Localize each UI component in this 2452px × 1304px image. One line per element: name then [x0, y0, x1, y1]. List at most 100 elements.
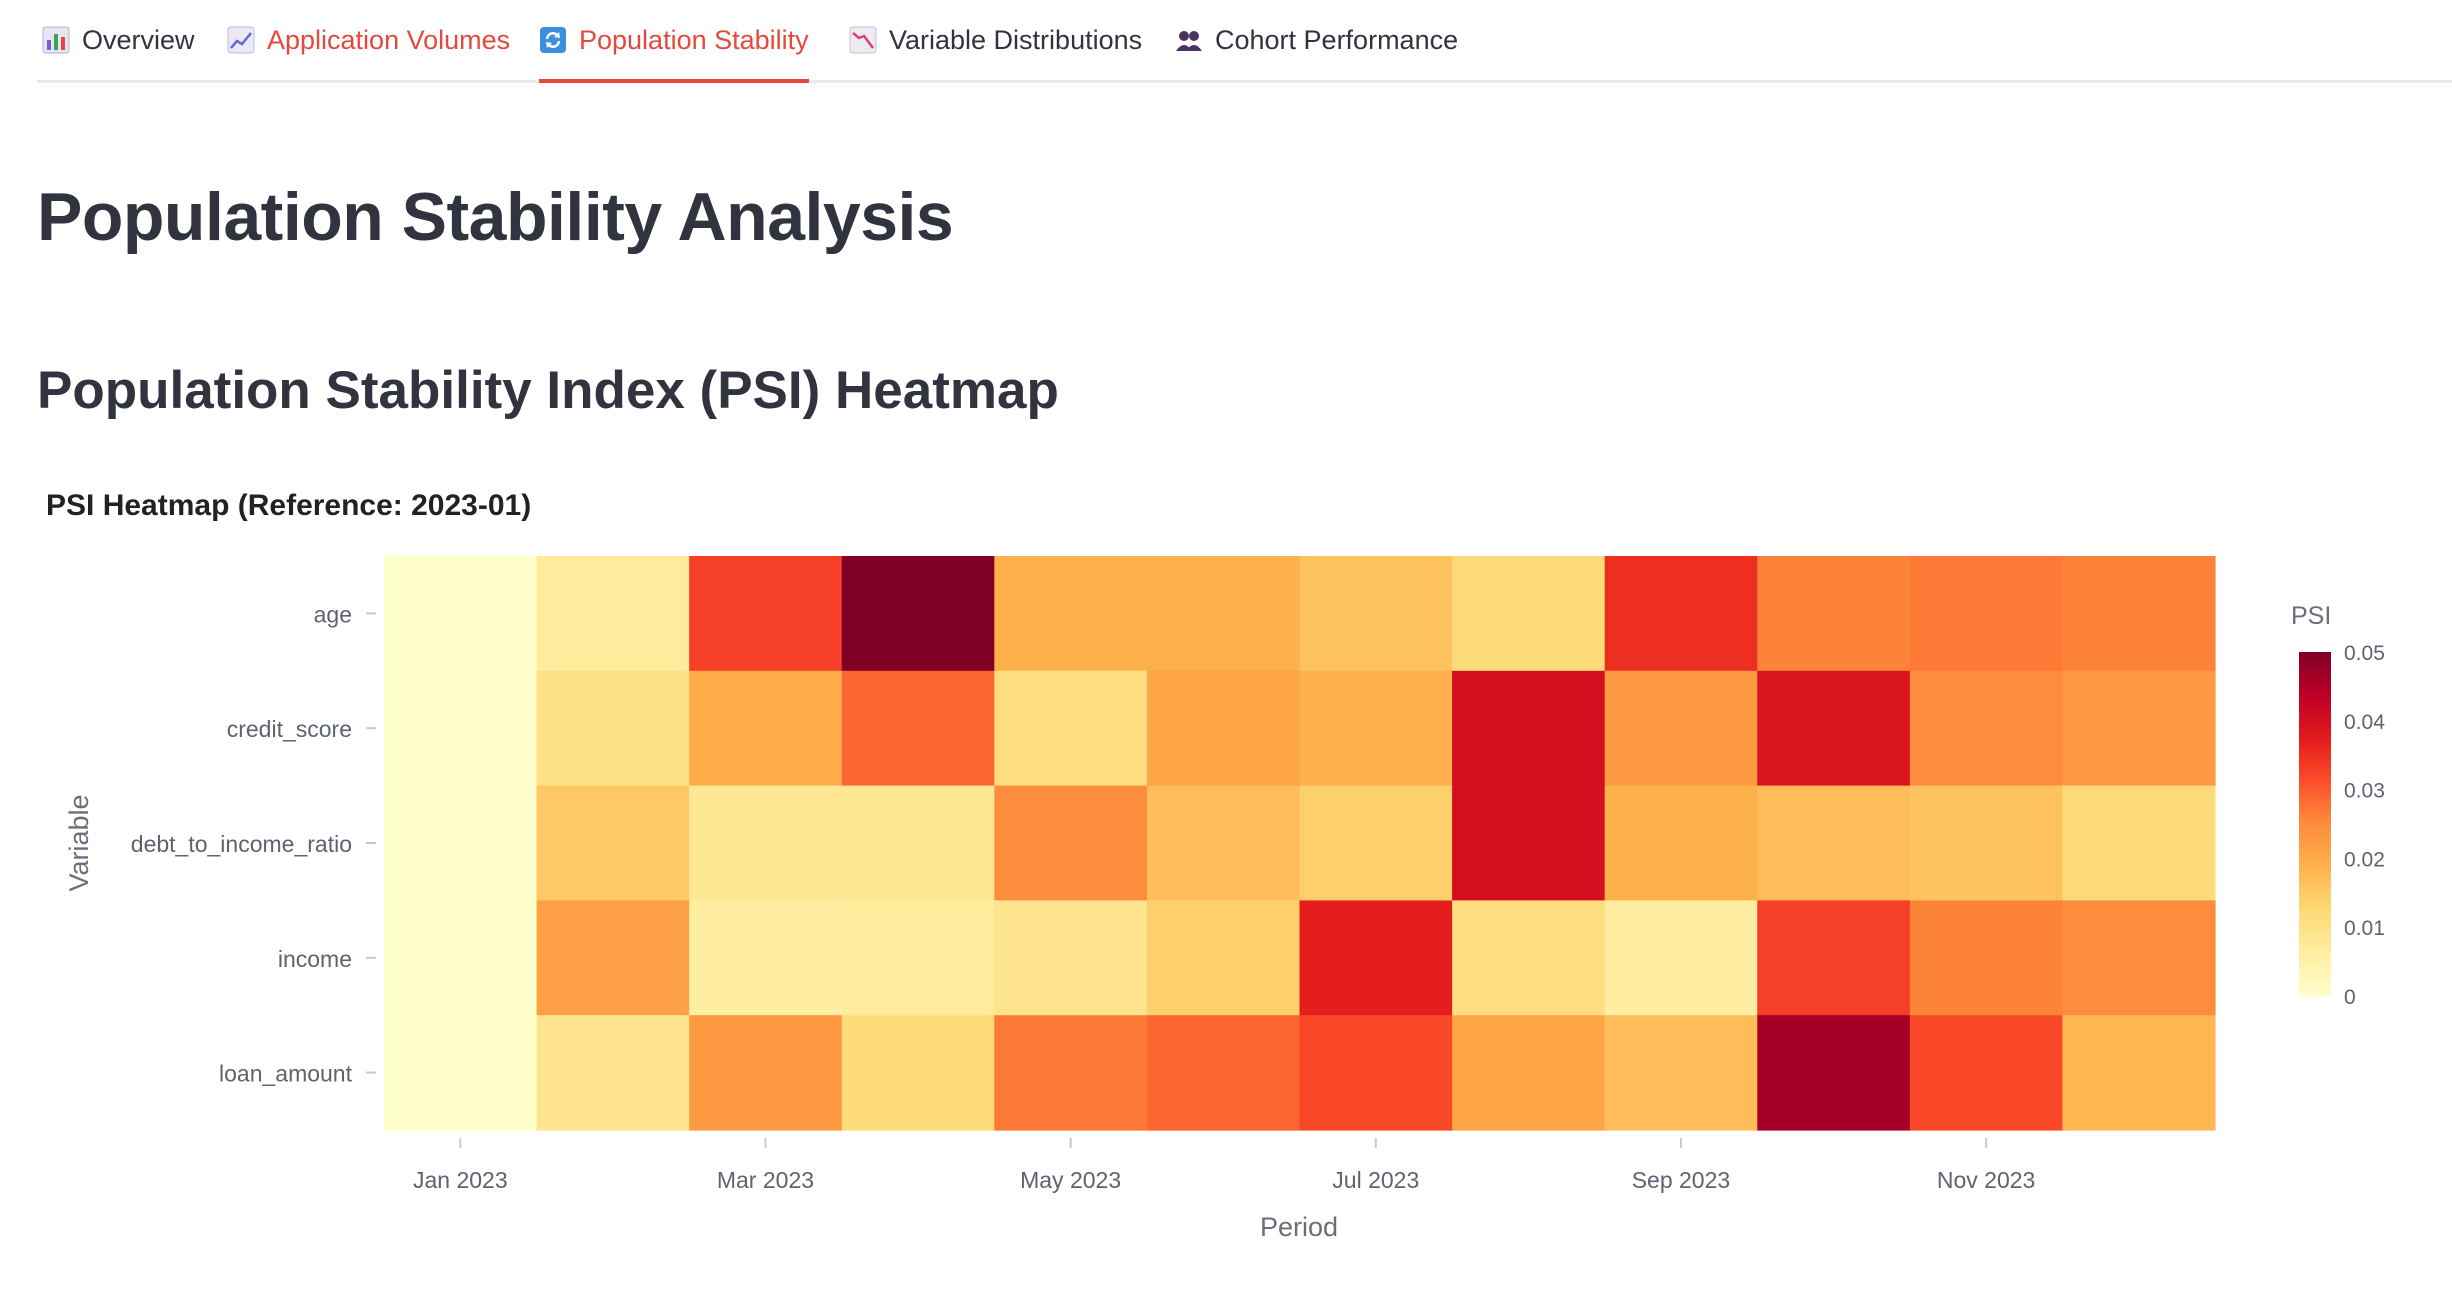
heatmap-cell-debt_to_income_ratio-2023-11: [1909, 785, 2064, 901]
heatmap-cell-income-2023-08: [1452, 900, 1606, 1016]
heatmap-cell-loan_amount-2023-01: [384, 1015, 538, 1131]
heatmap-cell-loan_amount-2023-03: [689, 1015, 843, 1131]
heatmap-cell-income-2023-06: [1146, 900, 1301, 1016]
line-chart-icon: [227, 26, 255, 54]
heatmap-cell-credit_score-2023-04: [841, 670, 995, 787]
colorbar-tick-label: 0.04: [2344, 711, 2385, 734]
tab-cohort-performance[interactable]: Cohort Performance: [1175, 0, 1458, 80]
y-tick-label: age: [314, 601, 352, 627]
x-tick-label: Mar 2023: [717, 1167, 814, 1193]
heatmap-cell-credit_score-2023-09: [1604, 670, 1758, 787]
heatmap-cell-debt_to_income_ratio-2023-05: [994, 785, 1148, 901]
heatmap-cell-age-2023-02: [536, 556, 690, 672]
heatmap-cell-debt_to_income_ratio-2023-08: [1452, 785, 1606, 901]
y-tick-label: debt_to_income_ratio: [131, 831, 352, 857]
heatmap-cell-debt_to_income_ratio-2023-04: [841, 785, 995, 901]
heatmap-cell-loan_amount-2023-09: [1604, 1015, 1758, 1131]
tab-bar: Overview Application Volumes Population …: [37, 0, 2452, 83]
colorbar-title: PSI: [2291, 602, 2331, 630]
page-title: Population Stability Analysis: [37, 179, 954, 255]
heatmap-cell-credit_score-2023-02: [536, 670, 690, 787]
tab-variable-distributions[interactable]: Variable Distributions: [849, 0, 1142, 80]
heatmap-cell-income-2023-09: [1604, 900, 1758, 1016]
x-tick-label: Jan 2023: [413, 1167, 508, 1193]
heatmap-cell-credit_score-2023-08: [1452, 670, 1606, 787]
heatmap-cell-income-2023-03: [689, 900, 843, 1016]
x-tick-label: May 2023: [1020, 1167, 1121, 1193]
psi-heatmap-chart[interactable]: PSI Heatmap (Reference: 2023-01) age cred…: [0, 460, 2452, 1280]
chart-title: PSI Heatmap (Reference: 2023-01): [46, 489, 531, 522]
y-tick-label: loan_amount: [219, 1061, 353, 1087]
users-icon: [1175, 26, 1203, 54]
colorbar-tick-label: 0.01: [2344, 917, 2385, 940]
heatmap-cell-debt_to_income_ratio-2023-10: [1757, 785, 1911, 901]
tab-label: Variable Distributions: [889, 24, 1143, 55]
tab-label: Application Volumes: [267, 24, 511, 55]
heatmap-cell-debt_to_income_ratio-2023-03: [689, 785, 843, 901]
heatmap-cell-income-2023-11: [1909, 900, 2064, 1016]
heatmap-cell-credit_score-2023-05: [994, 670, 1148, 787]
x-tick-label: Nov 2023: [1937, 1167, 2035, 1193]
heatmap-cell-income-2023-04: [841, 900, 995, 1016]
heatmap-cell-loan_amount-2023-06: [1146, 1015, 1301, 1131]
heatmap-cell-credit_score-2023-10: [1757, 670, 1911, 787]
heatmap-cell-loan_amount-2023-05: [994, 1015, 1148, 1131]
heatmap-cell-loan_amount-2023-07: [1299, 1015, 1453, 1131]
heatmap-cell-income-2023-05: [994, 900, 1148, 1016]
heatmap-cell-loan_amount-2023-12: [2062, 1015, 2216, 1131]
heatmap-cell-debt_to_income_ratio-2023-09: [1604, 785, 1758, 901]
y-axis-label: Variable: [64, 794, 94, 891]
trend-down-icon: [849, 26, 877, 54]
heatmap-cell-debt_to_income_ratio-2023-06: [1146, 785, 1301, 901]
heatmap-cell-age-2023-08: [1452, 556, 1606, 672]
heatmap-cell-debt_to_income_ratio-2023-02: [536, 785, 690, 901]
y-axis-ticks: age credit_score debt_to_income_ratioincom…: [131, 601, 376, 1087]
bar-chart-icon: [42, 26, 70, 54]
heatmap-cell-credit_score-2023-06: [1146, 670, 1301, 787]
tab-overview[interactable]: Overview: [42, 0, 195, 80]
y-tick-label: credit_score: [227, 716, 352, 742]
section-title: Population Stability Index (PSI) Heatmap: [37, 361, 1059, 420]
heatmap-cell-age-2023-11: [1909, 556, 2064, 672]
heatmap-cell-age-2023-07: [1299, 556, 1453, 672]
heatmap-cell-loan_amount-2023-10: [1757, 1015, 1911, 1131]
heatmap-cell-debt_to_income_ratio-2023-01: [384, 785, 538, 901]
heatmap-cell-age-2023-04: [841, 556, 995, 672]
tab-population-stability[interactable]: Population Stability: [539, 0, 809, 83]
heatmap-cells: [384, 556, 2216, 1131]
heatmap-cell-income-2023-10: [1757, 900, 1911, 1016]
heatmap-cell-age-2023-10: [1757, 556, 1911, 672]
refresh-icon: [539, 26, 567, 54]
heatmap-cell-income-2023-01: [384, 900, 538, 1016]
heatmap-cell-credit_score-2023-07: [1299, 670, 1453, 787]
heatmap-cell-credit_score-2023-11: [1909, 670, 2064, 787]
heatmap-cell-debt_to_income_ratio-2023-12: [2062, 785, 2216, 901]
y-tick-label: income: [278, 946, 352, 972]
tab-application-volumes[interactable]: Application Volumes: [227, 0, 510, 80]
heatmap-cell-age-2023-01: [384, 556, 538, 672]
tab-label: Population Stability: [579, 24, 809, 55]
heatmap-cell-income-2023-12: [2062, 900, 2216, 1016]
heatmap-cell-age-2023-12: [2062, 556, 2216, 672]
heatmap-cell-age-2023-09: [1604, 556, 1758, 672]
active-tab-indicator: [539, 79, 809, 83]
colorbar-ticks: 0 0.01 0.02 0.03 0.04 0.05: [2344, 642, 2385, 1009]
heatmap-cell-loan_amount-2023-11: [1909, 1015, 2064, 1131]
heatmap-cell-age-2023-06: [1146, 556, 1301, 672]
tab-label: Overview: [82, 24, 195, 55]
heatmap-cell-income-2023-02: [536, 900, 690, 1016]
heatmap-cell-loan_amount-2023-02: [536, 1015, 690, 1131]
colorbar-tick-label: 0.03: [2344, 780, 2385, 803]
heatmap-cell-credit_score-2023-12: [2062, 670, 2216, 787]
x-tick-label: Jul 2023: [1332, 1167, 1419, 1193]
heatmap-cell-credit_score-2023-03: [689, 670, 843, 787]
colorbar-tick-label: 0.05: [2344, 642, 2385, 665]
heatmap-cell-loan_amount-2023-08: [1452, 1015, 1606, 1131]
heatmap-cell-age-2023-03: [689, 556, 843, 672]
tab-label: Cohort Performance: [1215, 24, 1459, 55]
x-axis-ticks: Jan 2023 Mar 2023 May 2023 Jul 2023 Sep 2023…: [413, 1138, 2035, 1193]
heatmap-cell-credit_score-2023-01: [384, 670, 538, 787]
x-tick-label: Sep 2023: [1632, 1167, 1730, 1193]
heatmap-cell-age-2023-05: [994, 556, 1148, 672]
colorbar-tick-label: 0: [2344, 986, 2356, 1009]
